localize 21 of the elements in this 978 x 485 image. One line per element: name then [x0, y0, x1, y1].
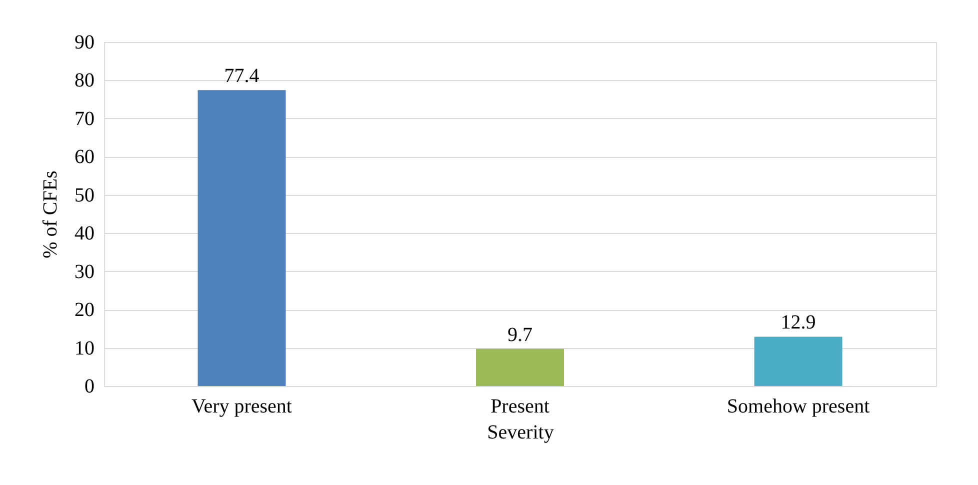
y-tick-label: 30 — [74, 260, 94, 283]
data-label: 77.4 — [224, 65, 260, 88]
data-label: 12.9 — [780, 312, 816, 334]
bar — [476, 348, 564, 386]
bar — [198, 90, 286, 386]
y-tick-label: 90 — [74, 32, 94, 54]
y-tick-label: 20 — [74, 299, 94, 322]
y-tick-label: 40 — [74, 222, 94, 245]
y-tick-label: 70 — [74, 108, 94, 130]
x-axis-title: Severity — [487, 422, 554, 444]
y-tick-label: 0 — [84, 376, 94, 398]
y-tick-label: 80 — [74, 70, 94, 92]
x-tick-label: Present — [490, 396, 550, 418]
x-tick-label: Very present — [191, 396, 292, 418]
bar — [754, 336, 842, 386]
x-tick-label: Somehow present — [726, 396, 870, 418]
y-tick-label: 50 — [74, 184, 94, 206]
y-tick-label: 60 — [74, 146, 94, 168]
data-label: 9.7 — [508, 324, 532, 346]
y-axis-title: % of CFEs — [40, 170, 62, 258]
y-tick-label: 10 — [74, 337, 94, 360]
